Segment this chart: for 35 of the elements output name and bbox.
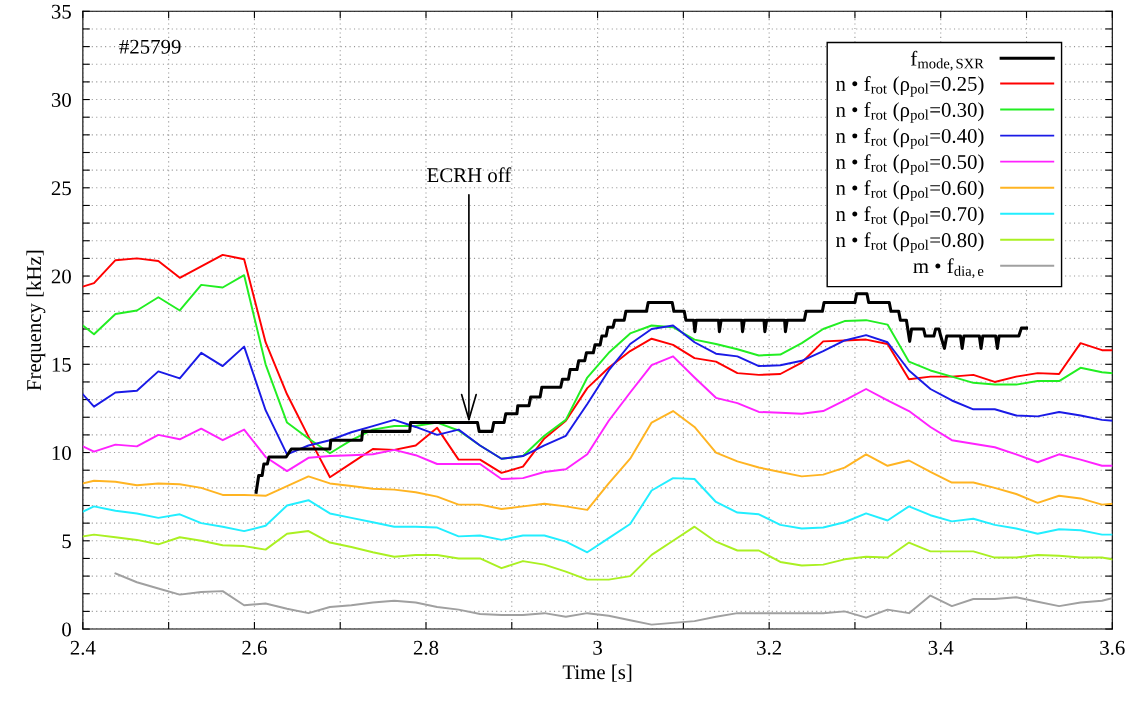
- legend-label: n • f$_{rot}$ (ρ$_{pol}$=0.40): [836, 128, 984, 149]
- line-series: [82, 477, 1113, 554]
- legend-label: n • f$_{rot}$ (ρ$_{pol}$=0.25): [836, 76, 984, 97]
- legend-label: n • f$_{rot}$ (ρ$_{pol}$=0.30): [836, 102, 984, 123]
- legend-label: m • f$_{dia,e}$: [913, 258, 984, 279]
- line-series: [254, 292, 1029, 494]
- legend-label: n • f$_{rot}$ (ρ$_{pol}$=0.80): [836, 232, 984, 253]
- y-tick-label: 25: [51, 181, 71, 196]
- y-tick-label: 15: [52, 357, 71, 372]
- x-tick-label: 3: [593, 640, 602, 655]
- line-series: [82, 410, 1113, 511]
- x-tick-label: 3.6: [1100, 640, 1125, 655]
- y-axis-title: Frequency [kHz]: [26, 250, 46, 391]
- y-tick-label: 10: [52, 445, 71, 460]
- annotation: #25799: [119, 39, 181, 54]
- x-tick-label: 2.8: [413, 640, 439, 655]
- x-tick-label: 3.4: [928, 640, 954, 655]
- y-tick-label: 5: [62, 534, 71, 549]
- legend-label: n • f$_{rot}$ (ρ$_{pol}$=0.70): [836, 206, 984, 227]
- line-series: [82, 525, 1113, 581]
- line-series: [82, 253, 1113, 479]
- line-series: [82, 355, 1113, 480]
- y-tick-label: 20: [51, 269, 71, 284]
- y-tick-label: 0: [62, 622, 71, 637]
- y-tick-label: 35: [51, 4, 71, 19]
- line-series: [82, 324, 1113, 460]
- y-tick-label: 30: [51, 92, 71, 107]
- x-axis-title: Time [s]: [562, 664, 632, 682]
- annotation: ECRH off: [427, 167, 512, 183]
- x-tick-label: 3.2: [757, 640, 782, 655]
- legend-label: n • f$_{rot}$ (ρ$_{pol}$=0.50): [836, 154, 984, 175]
- legend-label: n • f$_{rot}$ (ρ$_{pol}$=0.60): [836, 180, 984, 201]
- x-tick-label: 2.6: [242, 640, 267, 655]
- legend-label: f$_{mode,SXR}$: [910, 50, 984, 71]
- x-tick-label: 2.4: [70, 640, 96, 655]
